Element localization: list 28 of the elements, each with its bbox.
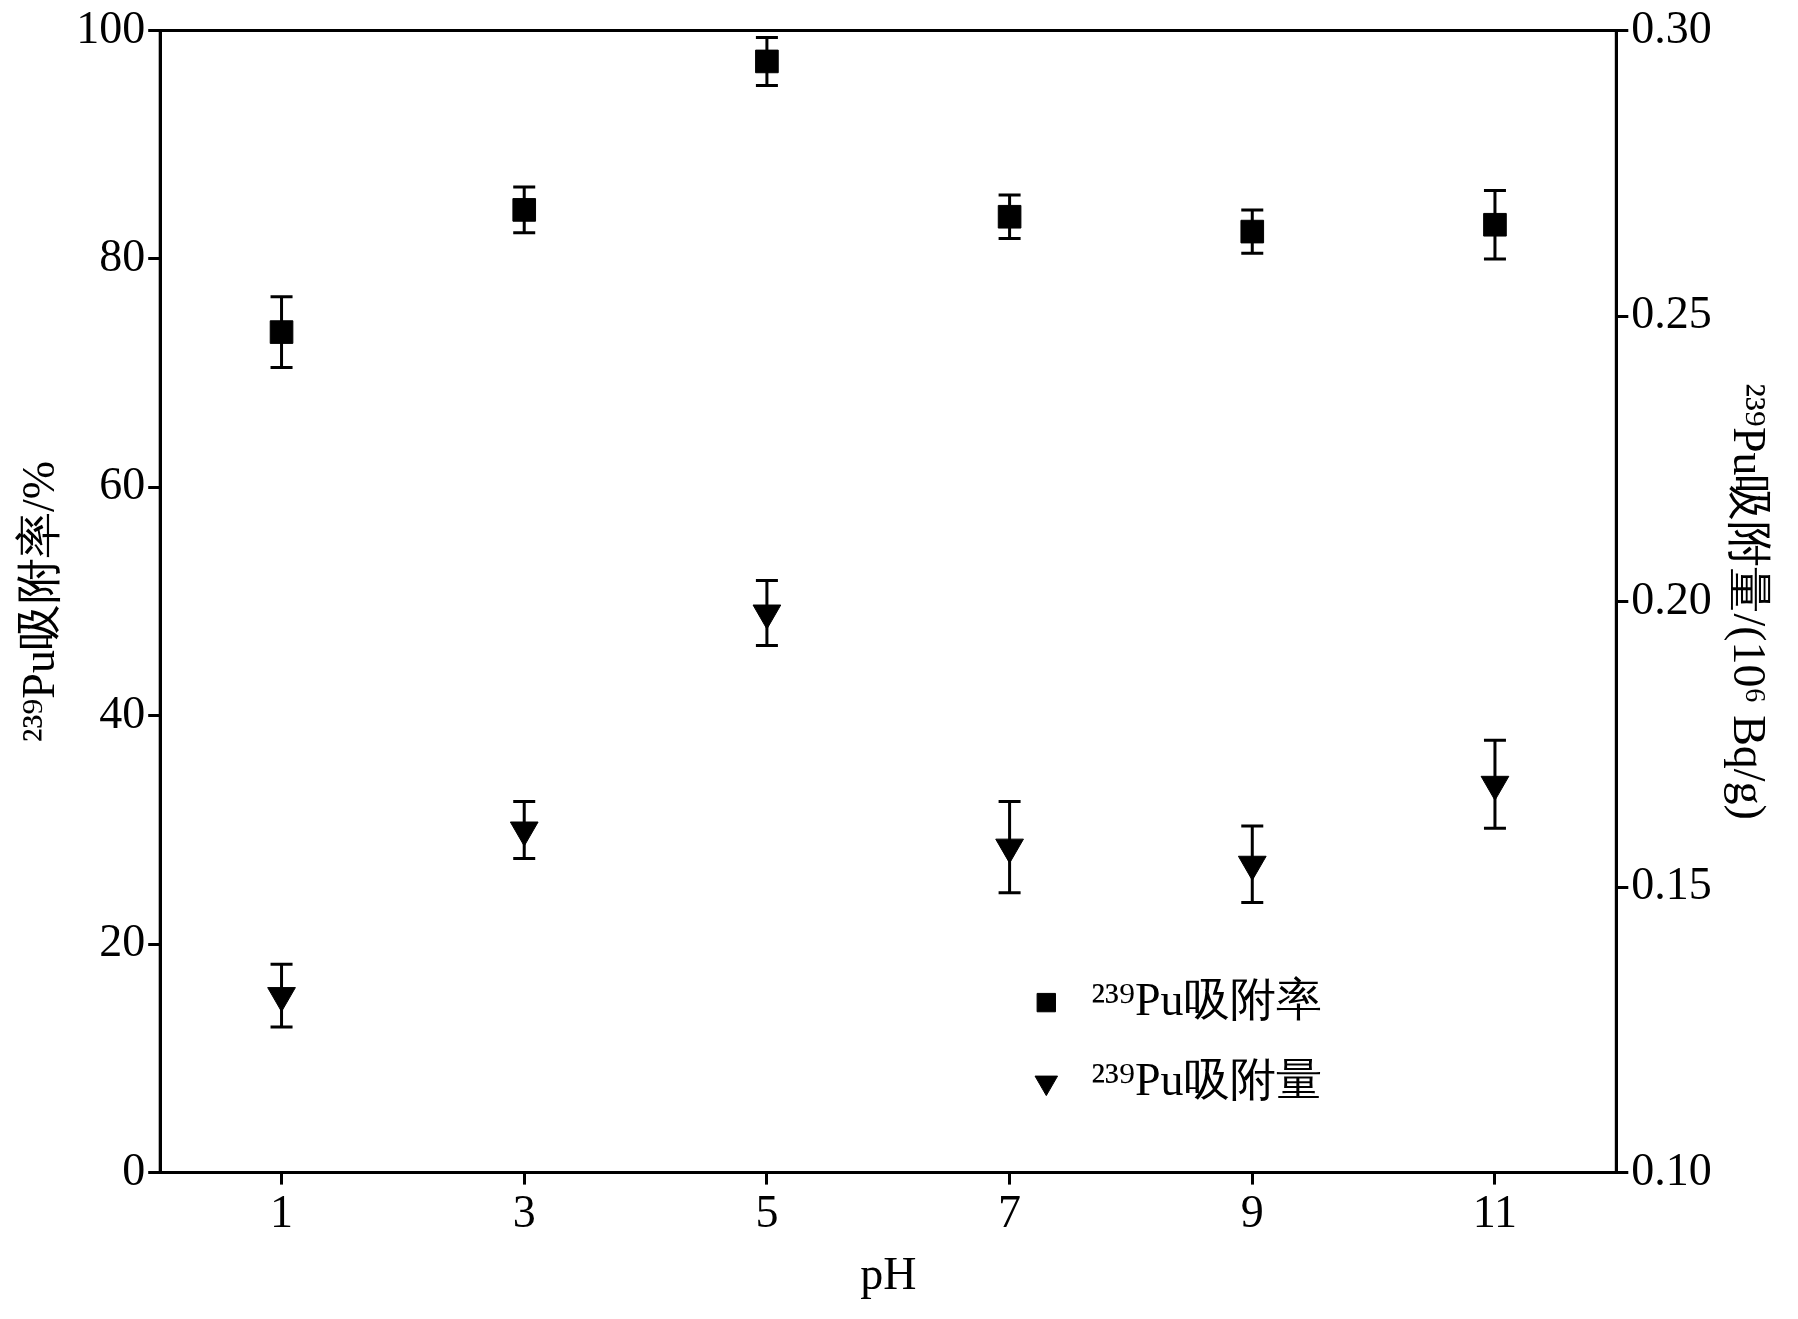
x-tick-label: 5 [755,1186,779,1238]
legend-label: ²³⁹Pu吸附量 [1091,1053,1322,1105]
x-tick-label: 9 [1240,1186,1264,1238]
y2-tick-label: 0.10 [1631,1143,1712,1195]
y2-tick-label: 0.20 [1631,572,1712,624]
y2-axis-title: ²³⁹Pu吸附量/(10⁶ Bq/g) [1724,383,1776,820]
y-tick-label: 80 [99,230,146,282]
y2-tick-label: 0.25 [1631,287,1712,339]
point [269,320,294,344]
x-axis-title: pH [860,1248,917,1300]
y2-tick-label: 0.30 [1631,1,1712,53]
legend-label: ²³⁹Pu吸附率 [1091,973,1322,1025]
y-tick-label: 20 [99,915,146,967]
x-tick-label: 11 [1472,1186,1518,1238]
y-axis-title: ²³⁹Pu吸附率/% [12,460,64,743]
point [755,49,779,74]
point [1240,219,1265,244]
y-tick-label: 0 [122,1143,146,1195]
x-tick-label: 7 [998,1186,1022,1238]
x-tick-label: 1 [270,1186,294,1238]
point [997,204,1022,229]
y-tick-label: 100 [76,1,146,53]
y-tick-label: 60 [99,458,146,510]
point [512,198,537,222]
x-tick-label: 3 [512,1186,536,1238]
y-tick-label: 40 [99,686,146,738]
y2-tick-label: 0.15 [1631,858,1712,910]
point [1483,212,1507,237]
